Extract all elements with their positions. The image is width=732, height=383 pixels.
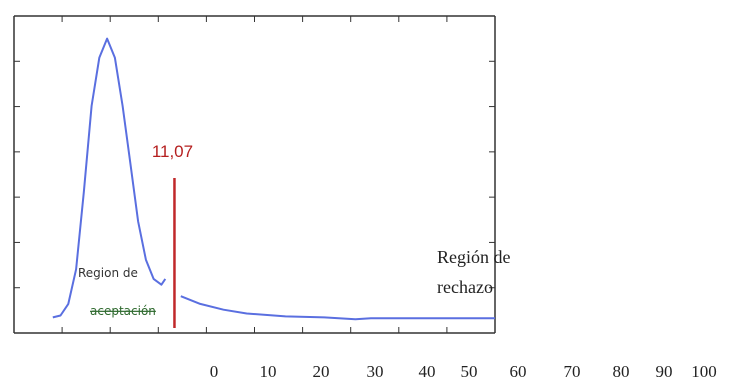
x-tick-label: 70 <box>564 362 581 381</box>
rejection-region-label-line2: rechazo <box>437 277 493 297</box>
x-tick-label: 40 <box>419 362 436 381</box>
critical-value-layer: 11,07 <box>152 142 193 328</box>
x-tick-label: 60 <box>510 362 527 381</box>
acceptance-region-label-line1: Region de <box>78 266 138 280</box>
density-curve-segment-2 <box>180 295 495 321</box>
rejection-region-label-line1: Región de <box>437 247 511 267</box>
curve-layer <box>52 37 495 321</box>
density-curve-segment-1 <box>52 37 167 319</box>
x-tick-label: 90 <box>656 362 673 381</box>
frame-ticks <box>14 16 495 333</box>
x-tick-label: 50 <box>461 362 478 381</box>
x-tick-label: 30 <box>367 362 384 381</box>
critical-value-label: 11,07 <box>152 142 193 161</box>
x-tick-label: 100 <box>691 362 717 381</box>
x-tick-label: 80 <box>613 362 630 381</box>
x-axis-tick-labels: 0 10 20 30 40 50 60 70 80 90 100 <box>210 362 717 381</box>
annotation-layer: Region de aceptación Región de rechazo <box>78 247 511 318</box>
x-tick-label: 10 <box>260 362 277 381</box>
acceptance-region-label-line2: aceptación <box>90 304 156 318</box>
x-tick-label: 20 <box>313 362 330 381</box>
x-tick-label: 0 <box>210 362 219 381</box>
